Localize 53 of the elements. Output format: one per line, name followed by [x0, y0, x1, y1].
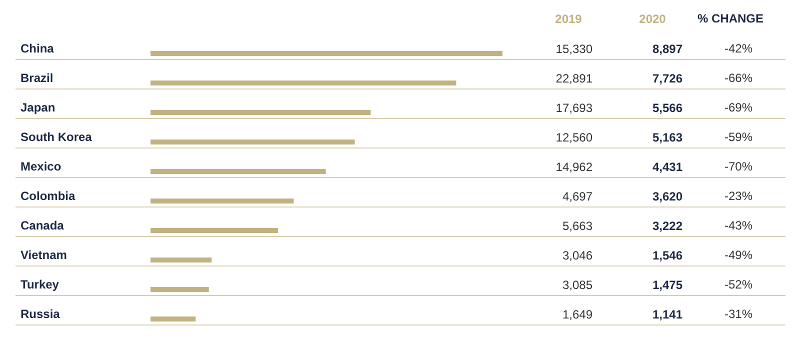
y-tick-label: Vietnam — [20, 248, 67, 262]
text: 22,891 — [556, 72, 593, 86]
data-label: 8,897 — [652, 42, 683, 56]
data-label: 4,431 — [652, 160, 683, 174]
data-label: 3,620 — [652, 190, 683, 204]
data-label: 3,222 — [652, 219, 683, 233]
text: -42% — [724, 42, 753, 56]
text: -59% — [724, 130, 753, 144]
text: -70% — [724, 160, 753, 174]
bar — [150, 80, 456, 86]
data-label: 1,141 — [652, 308, 683, 322]
bar — [150, 287, 209, 292]
bar — [150, 258, 212, 262]
text: 17,693 — [556, 101, 593, 115]
text: 4,697 — [562, 190, 593, 204]
text: -31% — [724, 307, 753, 321]
text: -23% — [724, 189, 753, 203]
bar — [150, 51, 502, 56]
text: 14,962 — [556, 160, 593, 174]
text: 15,330 — [556, 42, 593, 56]
y-tick-label: Mexico — [20, 160, 62, 174]
y-tick-label: Canada — [20, 218, 64, 232]
y-tick-label: China — [20, 42, 54, 56]
y-tick-label: Russia — [20, 307, 60, 321]
y-tick-label: South Korea — [20, 130, 92, 144]
text: -52% — [724, 278, 753, 292]
bar — [150, 169, 326, 174]
y-tick-label: Japan — [20, 100, 56, 114]
data-label: 5,163 — [652, 130, 683, 144]
bar — [150, 316, 196, 322]
text: 2020 — [639, 12, 666, 26]
text: -66% — [724, 71, 753, 85]
text: 3,085 — [562, 278, 593, 292]
data-label: 5,566 — [652, 101, 683, 115]
text: -69% — [724, 100, 753, 114]
text: -43% — [724, 218, 753, 232]
y-tick-label: Colombia — [20, 189, 76, 203]
text: -49% — [724, 248, 753, 262]
text: 5,663 — [562, 219, 593, 233]
bar — [150, 228, 278, 233]
text: 1,649 — [562, 308, 593, 322]
text: 3,046 — [562, 248, 593, 262]
bar — [150, 140, 355, 144]
data-label: 1,475 — [652, 278, 683, 292]
data-label: 7,726 — [652, 72, 683, 86]
data-label: 1,546 — [652, 248, 683, 262]
text: 12,560 — [556, 130, 593, 144]
bar — [150, 198, 294, 204]
y-tick-label: Brazil — [20, 71, 54, 85]
text: 2019 — [555, 12, 582, 26]
bar — [150, 110, 371, 115]
y-tick-label: Turkey — [20, 278, 60, 292]
text: % CHANGE — [697, 12, 764, 26]
